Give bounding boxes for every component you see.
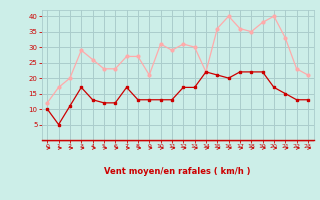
Text: Vent moyen/en rafales ( km/h ): Vent moyen/en rafales ( km/h )	[104, 167, 251, 176]
